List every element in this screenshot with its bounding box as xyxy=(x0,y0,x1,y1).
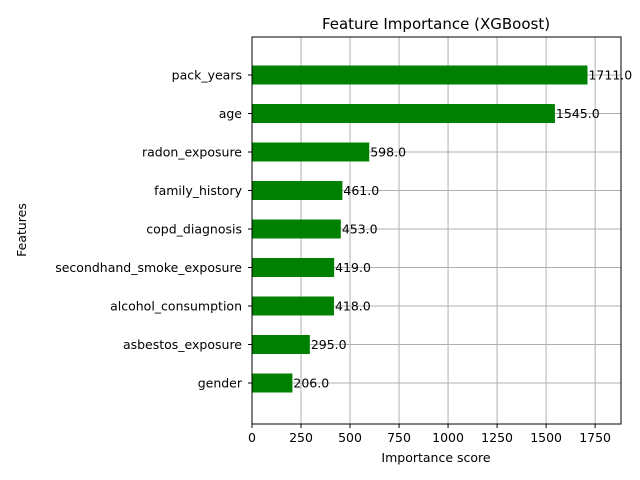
data-label: 418.0 xyxy=(335,299,371,314)
bar xyxy=(252,335,310,354)
chart-title: Feature Importance (XGBoost) xyxy=(322,15,550,33)
data-label: 295.0 xyxy=(311,337,347,352)
data-label: 453.0 xyxy=(342,222,378,237)
data-label: 419.0 xyxy=(335,260,371,275)
y-tick-label: gender xyxy=(198,376,243,391)
plot-frame xyxy=(251,36,622,425)
y-tick-label: pack_years xyxy=(172,68,242,83)
data-label: 598.0 xyxy=(370,145,406,160)
bar xyxy=(252,104,555,123)
x-tick-label: 1750 xyxy=(579,430,611,445)
bar xyxy=(252,142,370,162)
y-axis-title: Features xyxy=(14,203,29,257)
x-axis-title: Importance score xyxy=(381,450,491,465)
x-axis-ticks: 0 250 500 750 1000 1250 1500 1750 xyxy=(248,424,611,445)
x-tick-label: 500 xyxy=(338,430,362,445)
x-tick-label: 1500 xyxy=(530,430,562,445)
data-label: 1711.0 xyxy=(588,68,632,83)
x-tick-label: 750 xyxy=(387,430,411,445)
bar xyxy=(252,219,341,239)
y-tick-label: alcohol_consumption xyxy=(110,299,242,314)
bar xyxy=(252,65,588,85)
y-tick-label: secondhand_smoke_exposure xyxy=(55,260,242,275)
bar xyxy=(252,258,335,277)
y-tick-label: radon_exposure xyxy=(142,145,242,160)
x-tick-label: 1000 xyxy=(432,430,464,445)
data-label: 1545.0 xyxy=(556,106,600,121)
x-tick-label: 0 xyxy=(248,430,256,445)
y-tick-label: family_history xyxy=(154,183,242,198)
bar xyxy=(252,181,343,200)
data-label: 206.0 xyxy=(293,376,329,391)
bars xyxy=(252,65,588,393)
data-label: 461.0 xyxy=(343,183,379,198)
x-tick-label: 250 xyxy=(289,430,313,445)
bar xyxy=(252,296,334,316)
y-tick-label: copd_diagnosis xyxy=(146,222,242,237)
x-tick-label: 1250 xyxy=(481,430,513,445)
bar xyxy=(252,373,293,393)
y-tick-label: asbestos_exposure xyxy=(123,337,242,352)
y-tick-label: age xyxy=(219,106,243,121)
